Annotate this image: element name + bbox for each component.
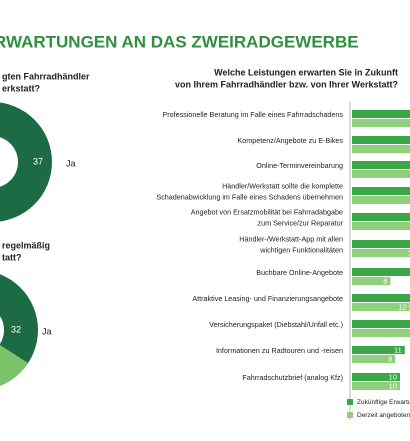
value-label: 8 bbox=[383, 276, 387, 285]
donut-slice bbox=[0, 345, 28, 386]
bar bbox=[352, 277, 391, 285]
category-label: Händler-/Werkstatt-App mit allen bbox=[239, 234, 343, 243]
value-label: 10 bbox=[389, 381, 397, 390]
category-label: Buchbare Online-Angebote bbox=[256, 268, 343, 277]
category-label: Ja bbox=[66, 158, 76, 168]
bar bbox=[352, 249, 410, 257]
bar bbox=[352, 161, 410, 169]
value-label: 37 bbox=[33, 156, 43, 166]
donut-segment bbox=[0, 102, 52, 222]
category-label: Versicherungspaket (Diebstahl/Unfall etc… bbox=[209, 320, 343, 329]
category-label: Kompetenz/Angebote zu E-Bikes bbox=[238, 136, 344, 145]
bar bbox=[352, 187, 410, 195]
bar bbox=[352, 320, 410, 328]
chart-title: von Ihrem Fahrradhändler bzw. von Ihrer … bbox=[175, 79, 398, 89]
bar bbox=[352, 373, 400, 381]
legend-swatch bbox=[347, 399, 353, 405]
question: gten Fahrradhändler bbox=[2, 71, 90, 81]
chart-title: Welche Leistungen erwarten Sie in Zukunf… bbox=[214, 67, 398, 77]
category-label: Professionelle Beratung im Falle eines F… bbox=[162, 110, 343, 119]
value-label: 11 bbox=[394, 345, 402, 354]
category-label: wichtigen Funktionalitäten bbox=[259, 245, 343, 254]
bar bbox=[352, 294, 410, 302]
value-label: 12 bbox=[398, 302, 406, 311]
value-label: 10 bbox=[389, 372, 397, 381]
bar bbox=[352, 145, 410, 153]
category-label: Attraktive Leasing- und Finanzierungsang… bbox=[192, 294, 343, 303]
bar bbox=[352, 355, 396, 363]
bar bbox=[352, 213, 410, 221]
value-label: 14 bbox=[408, 248, 410, 257]
bar bbox=[352, 119, 410, 127]
page-title: RWARTUNGEN AN DAS ZWEIRADGEWERBE bbox=[0, 32, 359, 51]
question: regelmäßig bbox=[2, 240, 50, 250]
bar bbox=[352, 346, 405, 354]
bar bbox=[352, 196, 410, 204]
bar bbox=[352, 303, 410, 311]
bar bbox=[352, 240, 410, 248]
bar bbox=[352, 329, 410, 337]
bar bbox=[352, 268, 410, 276]
legend-label: Zukünftige Erwartungen bbox=[357, 399, 410, 406]
category-label: Händler/Werkstatt sollte die komplette bbox=[222, 181, 343, 190]
value-label: 9 bbox=[388, 354, 392, 363]
category-label: Online-Terminvereinbarung bbox=[256, 161, 343, 170]
question: tatt? bbox=[2, 252, 22, 262]
value-label: 32 bbox=[11, 324, 21, 334]
bar bbox=[352, 136, 410, 144]
bar bbox=[352, 222, 410, 230]
category-label: Fahrradschutzbrief (analog Kfz) bbox=[242, 373, 343, 382]
legend-label: Derzeit angebotene Leistungen bbox=[357, 412, 410, 419]
bar bbox=[352, 170, 410, 178]
category-label: Angebot von Ersatzmobilität bei Fahrrada… bbox=[191, 207, 343, 216]
category-label: zum Service/zur Reparatur bbox=[258, 218, 344, 227]
category-label: Informationen zu Radtouren und -reisen bbox=[216, 346, 343, 355]
category-label: Schadenabwicklung im Falle eines Schaden… bbox=[156, 192, 343, 201]
legend-swatch bbox=[347, 412, 353, 418]
category-label: Ja bbox=[42, 326, 52, 336]
question: erkstatt? bbox=[2, 83, 40, 93]
bar bbox=[352, 110, 410, 118]
bar bbox=[352, 382, 400, 390]
